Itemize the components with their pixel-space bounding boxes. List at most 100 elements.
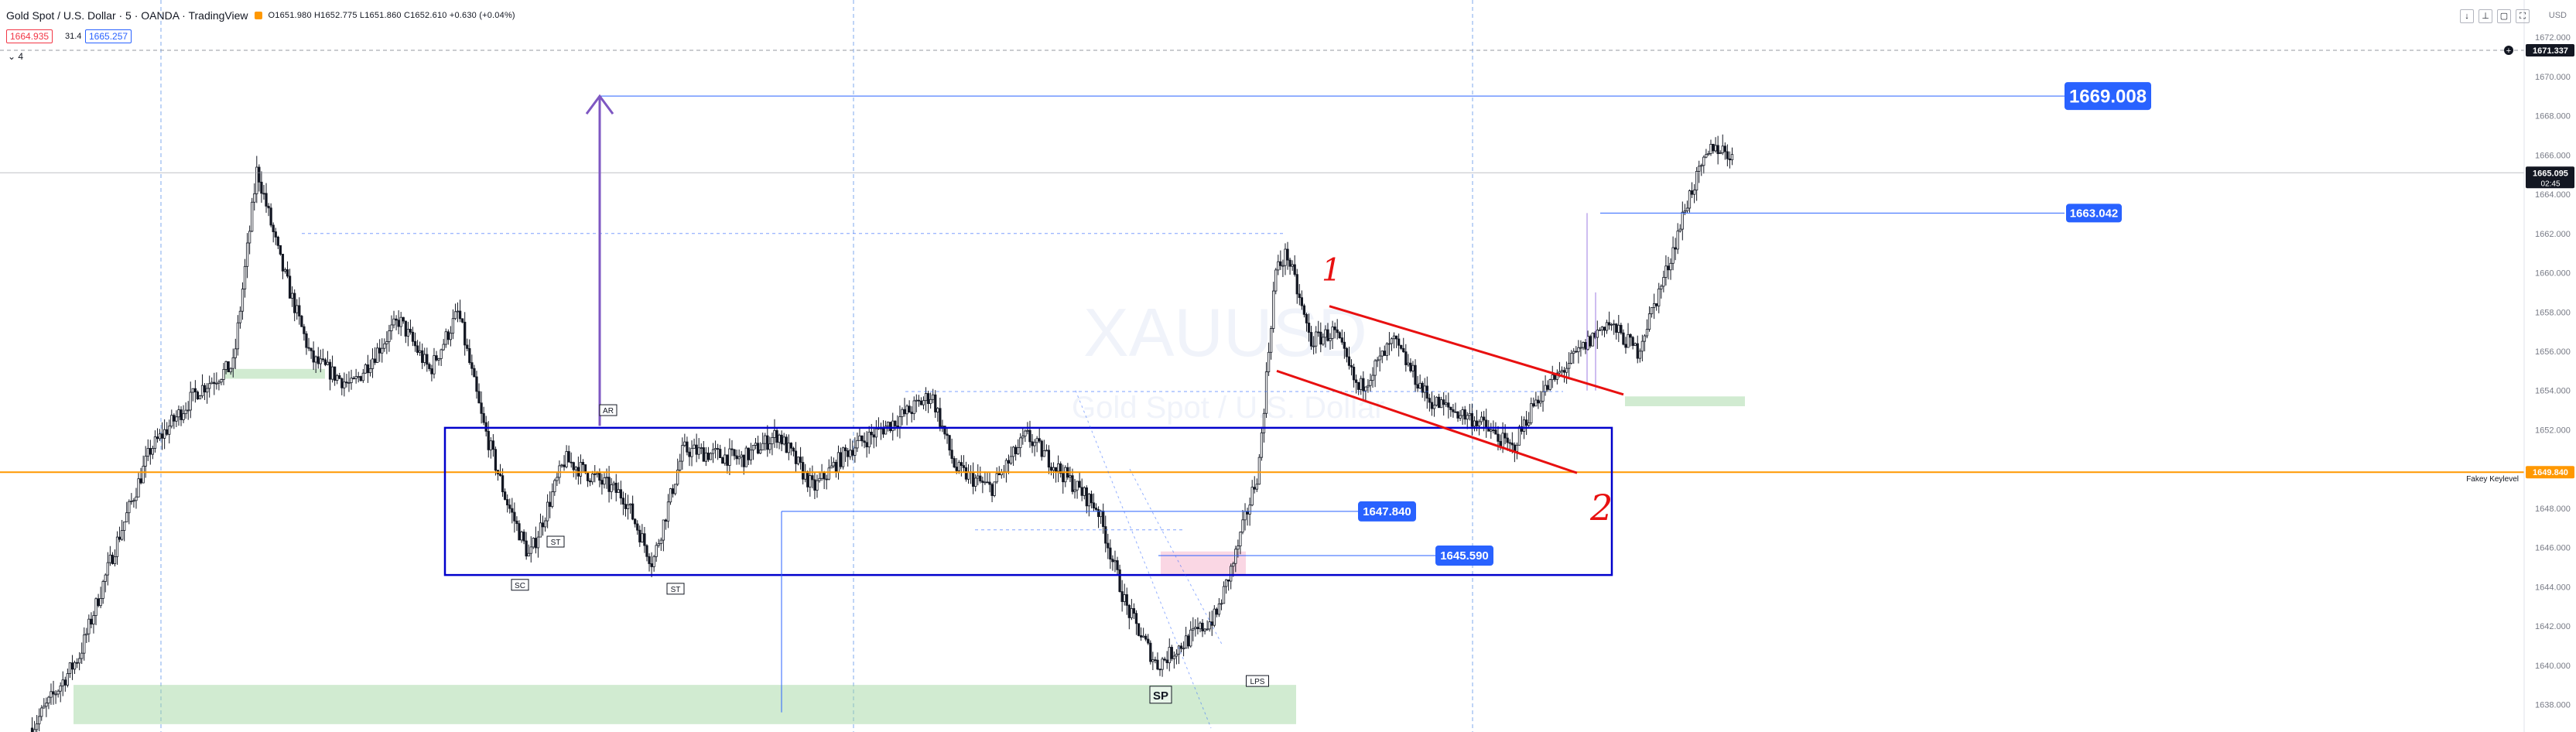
marker-ar (599, 404, 617, 416)
candle (253, 193, 256, 203)
y-tick-label: 1656.000 (2535, 347, 2571, 357)
candle (298, 305, 301, 316)
candle (381, 347, 384, 354)
candle (1286, 248, 1289, 261)
candle (170, 415, 173, 427)
candle (1355, 379, 1358, 383)
candle (1678, 228, 1681, 232)
label-1669 (2065, 82, 2151, 111)
candle (541, 522, 545, 528)
candle (1423, 385, 1426, 393)
candle (1409, 362, 1412, 371)
symbol-title[interactable]: Gold Spot / U.S. Dollar · 5 · OANDA · Tr… (6, 9, 248, 22)
candle (789, 443, 792, 449)
candle (1494, 429, 1497, 435)
range-box (443, 426, 1613, 576)
bid-price[interactable]: 1664.935 (6, 29, 53, 43)
candle (1116, 560, 1119, 570)
candle (834, 461, 838, 473)
candle (258, 166, 261, 183)
candle (193, 388, 197, 392)
candle (1562, 370, 1566, 373)
candle (1085, 487, 1088, 507)
channel-lower (1276, 369, 1578, 474)
candle (1333, 326, 1336, 330)
candle (251, 201, 254, 232)
candle (1613, 323, 1616, 326)
candle (990, 484, 994, 496)
candle (1057, 463, 1060, 472)
candle (754, 443, 758, 446)
candle (1367, 385, 1370, 388)
candle (581, 462, 585, 465)
candle (1558, 371, 1562, 374)
candle (1416, 384, 1419, 389)
candle (1144, 635, 1148, 640)
candle (867, 431, 871, 448)
candle (1024, 430, 1027, 436)
candle (276, 237, 279, 246)
candle (371, 358, 375, 369)
candle (567, 451, 570, 463)
candle (404, 320, 407, 337)
candle (1534, 399, 1538, 407)
candle (520, 532, 523, 541)
candle (1515, 444, 1519, 452)
indicators-toggle[interactable]: ⌄ 4 (8, 51, 24, 62)
candle (38, 716, 41, 724)
y-tick-label: 1668.000 (2535, 112, 2571, 121)
candle (446, 331, 450, 340)
candle (1445, 402, 1448, 405)
candle (1688, 190, 1692, 209)
candle (314, 356, 317, 363)
candle (1504, 433, 1507, 439)
candle (234, 348, 237, 358)
candle (1371, 375, 1374, 381)
download-icon[interactable]: ↓ (2460, 9, 2474, 23)
candle (106, 562, 109, 576)
candle (943, 426, 946, 435)
restore-icon[interactable]: ▢ (2497, 9, 2511, 23)
pin-icon[interactable]: ⊥ (2479, 9, 2492, 23)
candle (839, 452, 843, 467)
candle (1683, 210, 1686, 213)
candle (1430, 402, 1434, 409)
price-axis (2524, 0, 2576, 732)
ask-price[interactable]: 1665.257 (85, 29, 132, 43)
candle (1260, 432, 1264, 458)
candle (607, 477, 611, 492)
candle (1222, 586, 1226, 604)
candle (863, 440, 866, 443)
candle (511, 508, 514, 513)
candle (932, 394, 935, 400)
candle (1250, 487, 1254, 506)
candle (796, 457, 800, 464)
candle (231, 357, 234, 369)
candle (706, 452, 710, 460)
candle (905, 405, 908, 415)
fullscreen-icon[interactable]: ⛶ (2516, 9, 2530, 23)
candle (1364, 386, 1367, 392)
candle (316, 356, 320, 364)
candle (468, 347, 471, 364)
candle (901, 409, 904, 417)
candle (1605, 322, 1609, 331)
candle (775, 429, 778, 443)
y-tick-label: 1660.000 (2535, 269, 2571, 279)
y-tick-label: 1662.000 (2535, 230, 2571, 239)
candle (238, 310, 242, 323)
candle (1435, 396, 1439, 406)
candle (1139, 635, 1143, 638)
candle (373, 358, 377, 363)
candle (1407, 362, 1410, 365)
candle (1038, 438, 1041, 442)
candle (1326, 329, 1329, 341)
candle (220, 379, 223, 383)
candle (255, 166, 258, 194)
candle (1288, 259, 1291, 267)
candle (813, 479, 816, 491)
candle (1052, 467, 1055, 471)
candle (336, 375, 339, 381)
candle (1104, 526, 1107, 544)
